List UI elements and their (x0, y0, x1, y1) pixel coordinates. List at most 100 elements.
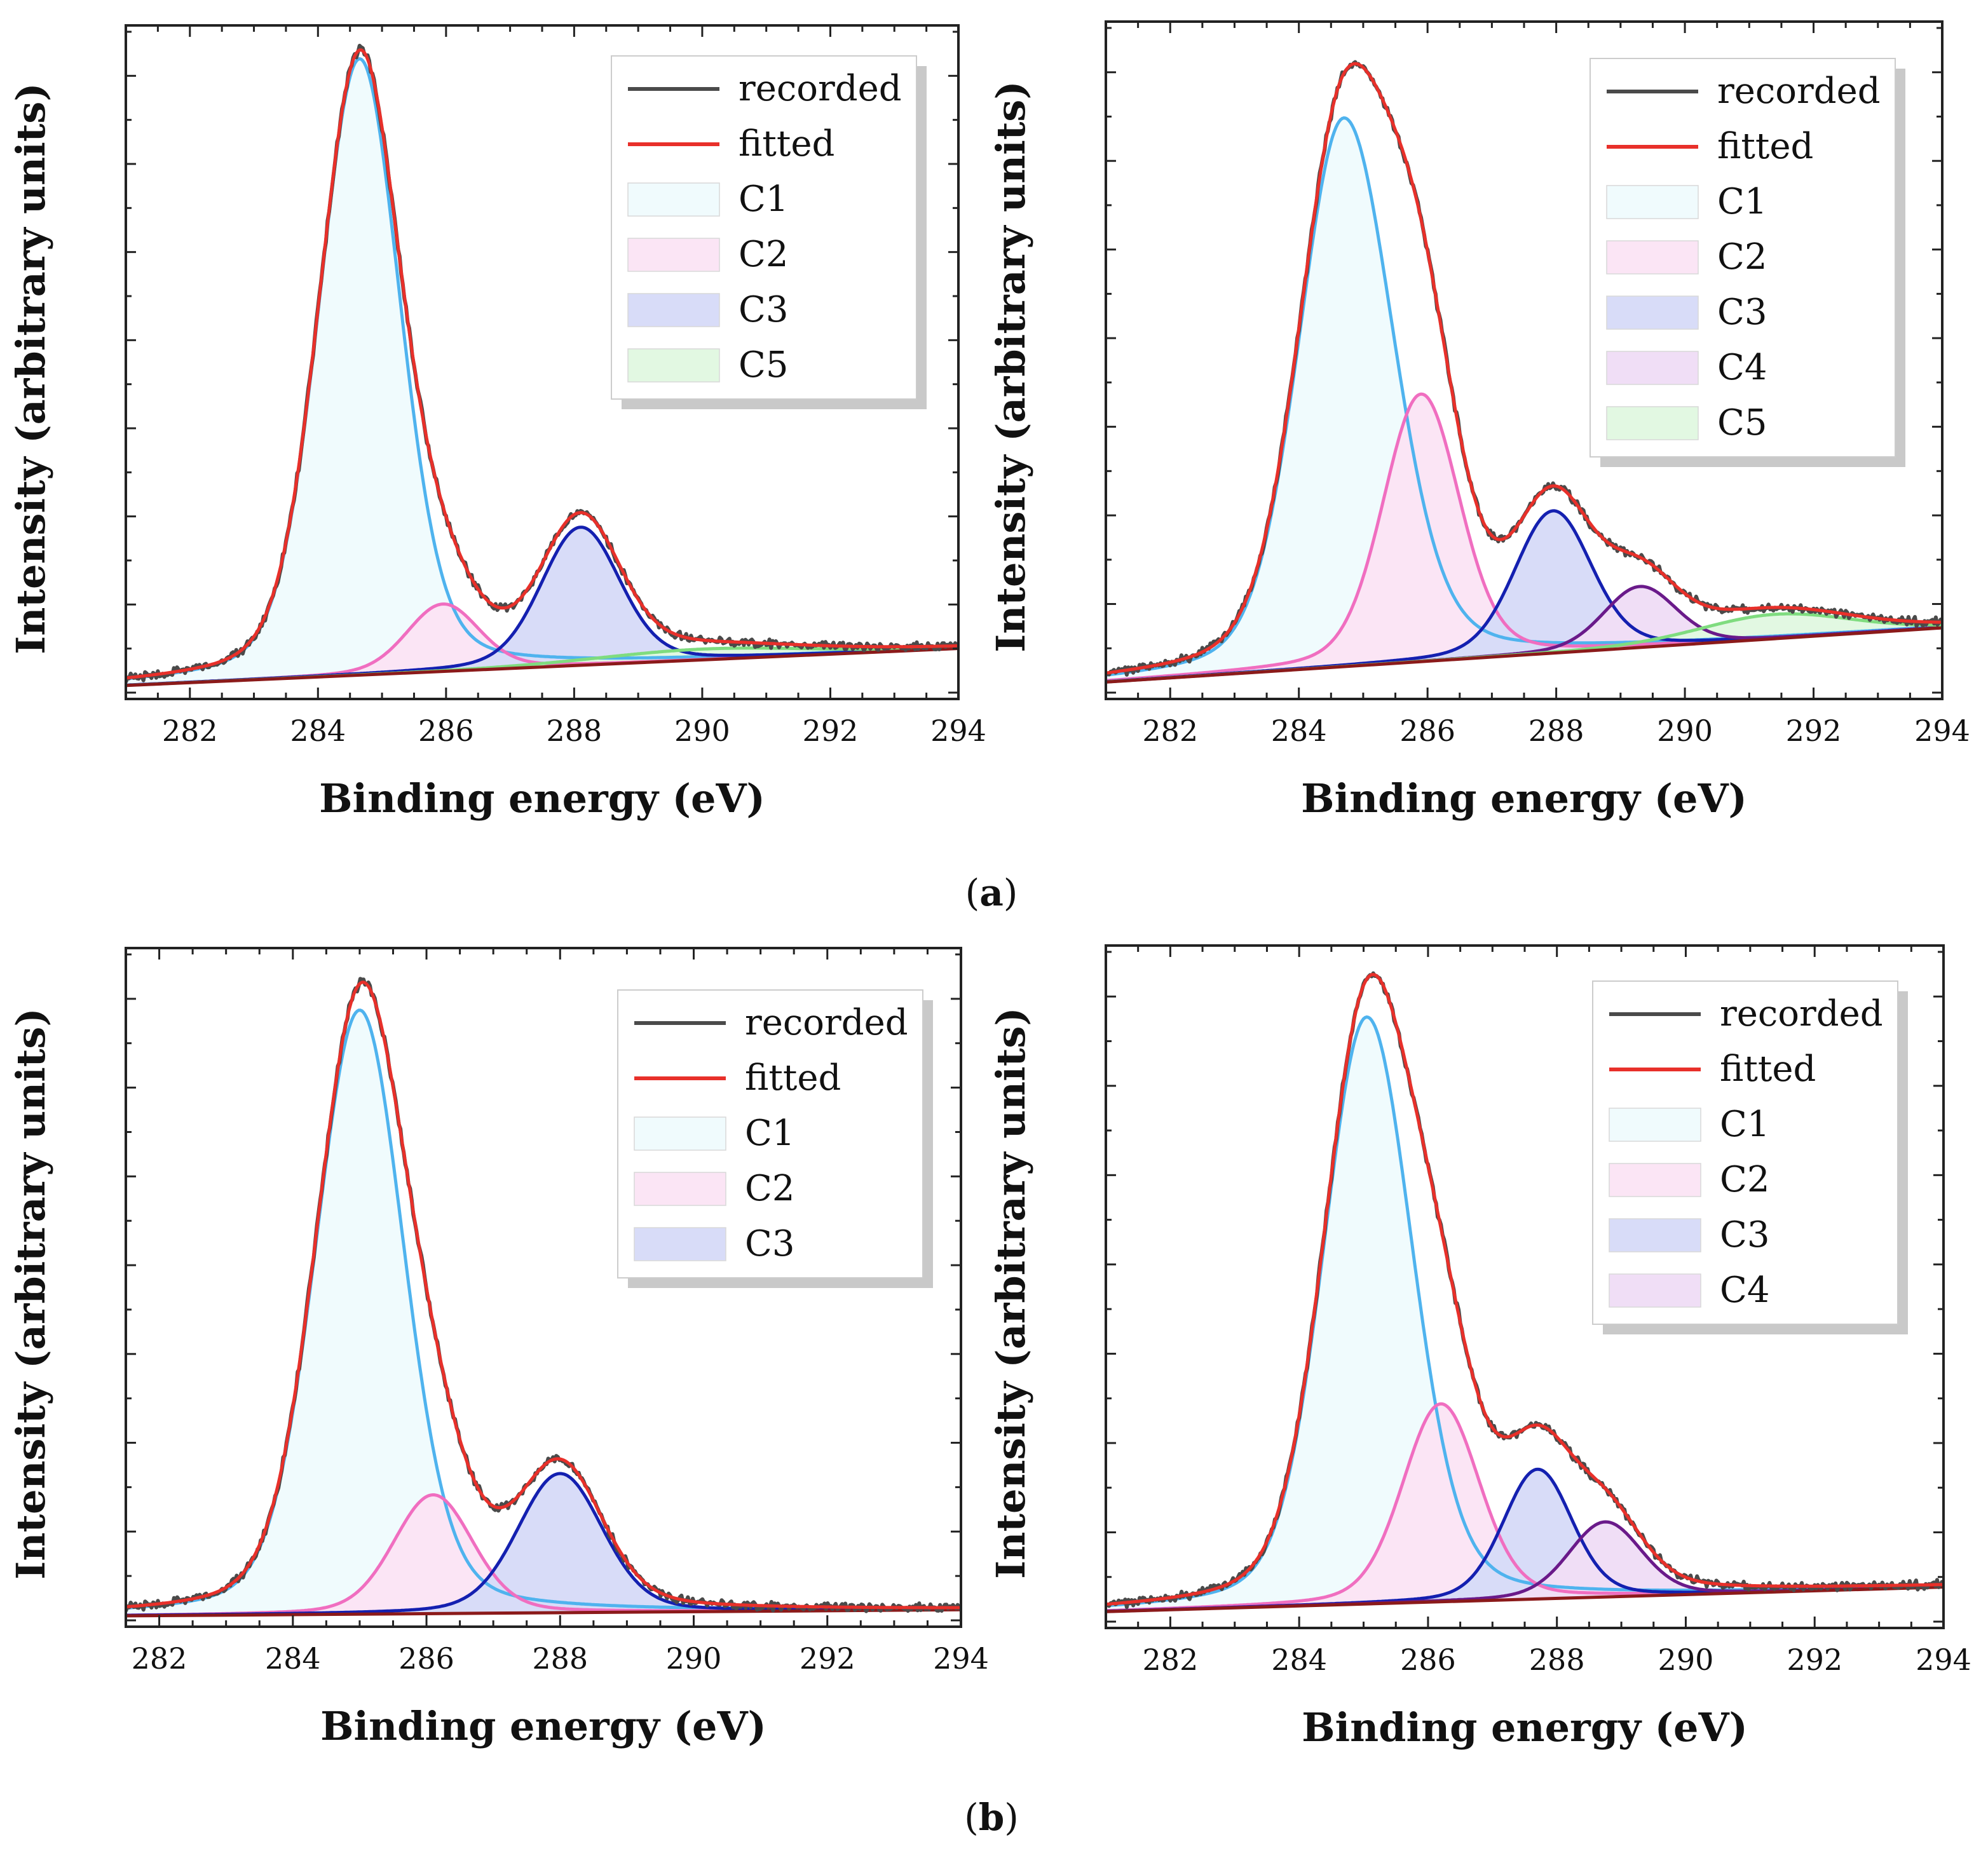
component-c3-fill (126, 527, 958, 686)
legend-swatch-c2 (1609, 1163, 1701, 1197)
legend-label-c3: C3 (739, 289, 788, 330)
legend-swatch-c5 (627, 348, 720, 383)
caption-b-letter: b (979, 1796, 1005, 1839)
y-axis-label: Intensity (arbitrary units) (8, 1008, 54, 1579)
legend-label-recorded: recorded (1717, 71, 1881, 112)
legend-label-c3: C3 (745, 1223, 794, 1265)
panel-a-left: 282 284 286 288 290 292 294 Binding energy (eV)… (8, 24, 986, 822)
x-tick-label: 290 (674, 714, 730, 748)
plot-frame (125, 947, 962, 1628)
legend: recorded fitted C1 C2 C3 C5 (611, 55, 927, 409)
x-tick-label: 288 (546, 714, 602, 748)
x-tick-label: 282 (1142, 714, 1198, 748)
legend-swatch-c3 (634, 1227, 726, 1261)
legend-label-c4: C4 (1720, 1270, 1769, 1311)
x-tick-label: 284 (290, 714, 346, 748)
y-axis (1106, 27, 1942, 694)
y-axis (126, 31, 958, 694)
legend-label-fitted: fitted (1720, 1048, 1816, 1090)
component-c1-fill (126, 58, 958, 686)
legend-box (611, 55, 917, 400)
fitted-envelope-line (1106, 973, 1944, 1606)
x-tick-label: 286 (398, 1641, 454, 1676)
legend-label-fitted: fitted (739, 123, 834, 165)
legend-swatch-c2 (627, 238, 720, 272)
component-c3-fill (126, 1474, 961, 1616)
legend-swatch-c3 (1606, 295, 1699, 330)
x-tick-label: 294 (933, 1641, 989, 1676)
x-axis-label: Binding energy (eV) (320, 1703, 766, 1749)
y-axis-label: Intensity (arbitrary units) (988, 1007, 1034, 1578)
x-tick-label: 282 (132, 1641, 187, 1676)
x-axis-label: Binding energy (eV) (319, 775, 765, 822)
x-tick-label: 288 (1528, 714, 1584, 748)
x-tick-label: 294 (1916, 1643, 1971, 1677)
legend-label-c5: C5 (1717, 402, 1767, 444)
x-axis-label: Binding energy (eV) (1302, 1704, 1748, 1751)
legend-swatch-c3 (627, 293, 720, 327)
y-axis (1106, 951, 1944, 1623)
caption-a: (a) (965, 871, 1018, 914)
legend-label-c2: C2 (745, 1168, 794, 1209)
legend-label-recorded: recorded (745, 1002, 908, 1043)
legend-box (1590, 58, 1896, 458)
plot-area (1106, 971, 1944, 1613)
caption-a-letter: a (979, 871, 1004, 914)
x-axis: 282 284 286 288 290 292 294 (125, 25, 986, 748)
component-c1-fill (126, 1010, 961, 1616)
baseline-line (1106, 626, 1942, 684)
component-c1-fill (1106, 1017, 1944, 1612)
legend-swatch-c1 (1609, 1108, 1701, 1142)
x-tick-label: 294 (930, 714, 986, 748)
x-tick-label: 294 (1914, 714, 1970, 748)
legend-swatch-c4 (1606, 351, 1699, 385)
x-tick-label: 282 (162, 714, 218, 748)
y-axis-label: Intensity (arbitrary units) (988, 81, 1034, 652)
component-c1-fill (1106, 118, 1942, 682)
legend-label-c5: C5 (739, 344, 788, 386)
legend-label-c4: C4 (1717, 347, 1767, 388)
legend-label-c3: C3 (1720, 1214, 1769, 1256)
x-tick-label: 292 (800, 1641, 855, 1676)
y-axis-label: Intensity (arbitrary units) (8, 83, 54, 654)
component-c4-fill (1106, 1522, 1944, 1612)
caption-b: (b) (964, 1796, 1019, 1839)
legend-label-fitted: fitted (745, 1057, 841, 1099)
legend-label-fitted: fitted (1717, 126, 1813, 167)
x-tick-label: 292 (1786, 714, 1842, 748)
x-tick-label: 290 (1657, 714, 1713, 748)
x-tick-label: 288 (532, 1641, 588, 1676)
panel-a-right: 282 284 286 288 290 292 294 Binding energy (eV)… (988, 20, 1970, 822)
baseline-line (126, 1608, 961, 1618)
legend: recorded fitted C1 C2 C3 C4 C5 (1590, 58, 1905, 467)
x-tick-label: 284 (265, 1641, 321, 1676)
legend: recorded fitted C1 C2 C3 C4 (1592, 980, 1908, 1334)
legend-label-c2: C2 (1720, 1159, 1769, 1200)
x-tick-label: 292 (1787, 1643, 1842, 1677)
legend-label-c1: C1 (739, 179, 788, 220)
y-axis (126, 953, 961, 1622)
panel-b-left: 282 284 286 288 290 292 294 Binding energy (eV)… (8, 947, 989, 1749)
legend-label-c1: C1 (1720, 1104, 1769, 1145)
x-tick-label: 290 (666, 1641, 722, 1676)
x-tick-label: 284 (1271, 1643, 1327, 1677)
x-tick-label: 286 (1400, 1643, 1456, 1677)
legend-swatch-c5 (1606, 406, 1699, 440)
fitted-envelope-line (126, 980, 961, 1610)
legend-swatch-c2 (1606, 240, 1699, 275)
baseline-line (126, 647, 958, 688)
plot-area (126, 977, 961, 1618)
legend-box (1592, 980, 1898, 1325)
x-tick-label: 288 (1529, 1643, 1585, 1677)
legend-label-c2: C2 (739, 234, 788, 275)
fitted-envelope-line (126, 48, 958, 680)
legend-swatch-c1 (627, 182, 720, 217)
x-tick-label: 286 (418, 714, 474, 748)
legend-swatch-c2 (634, 1172, 726, 1206)
panel-b-right: 282 284 286 288 290 292 294 Binding energy (eV)… (988, 944, 1971, 1751)
x-axis: 282 284 286 288 290 292 294 (125, 948, 989, 1676)
component-c3-fill (1106, 1469, 1944, 1612)
plot-area (1106, 60, 1942, 684)
x-tick-label: 284 (1271, 714, 1327, 748)
